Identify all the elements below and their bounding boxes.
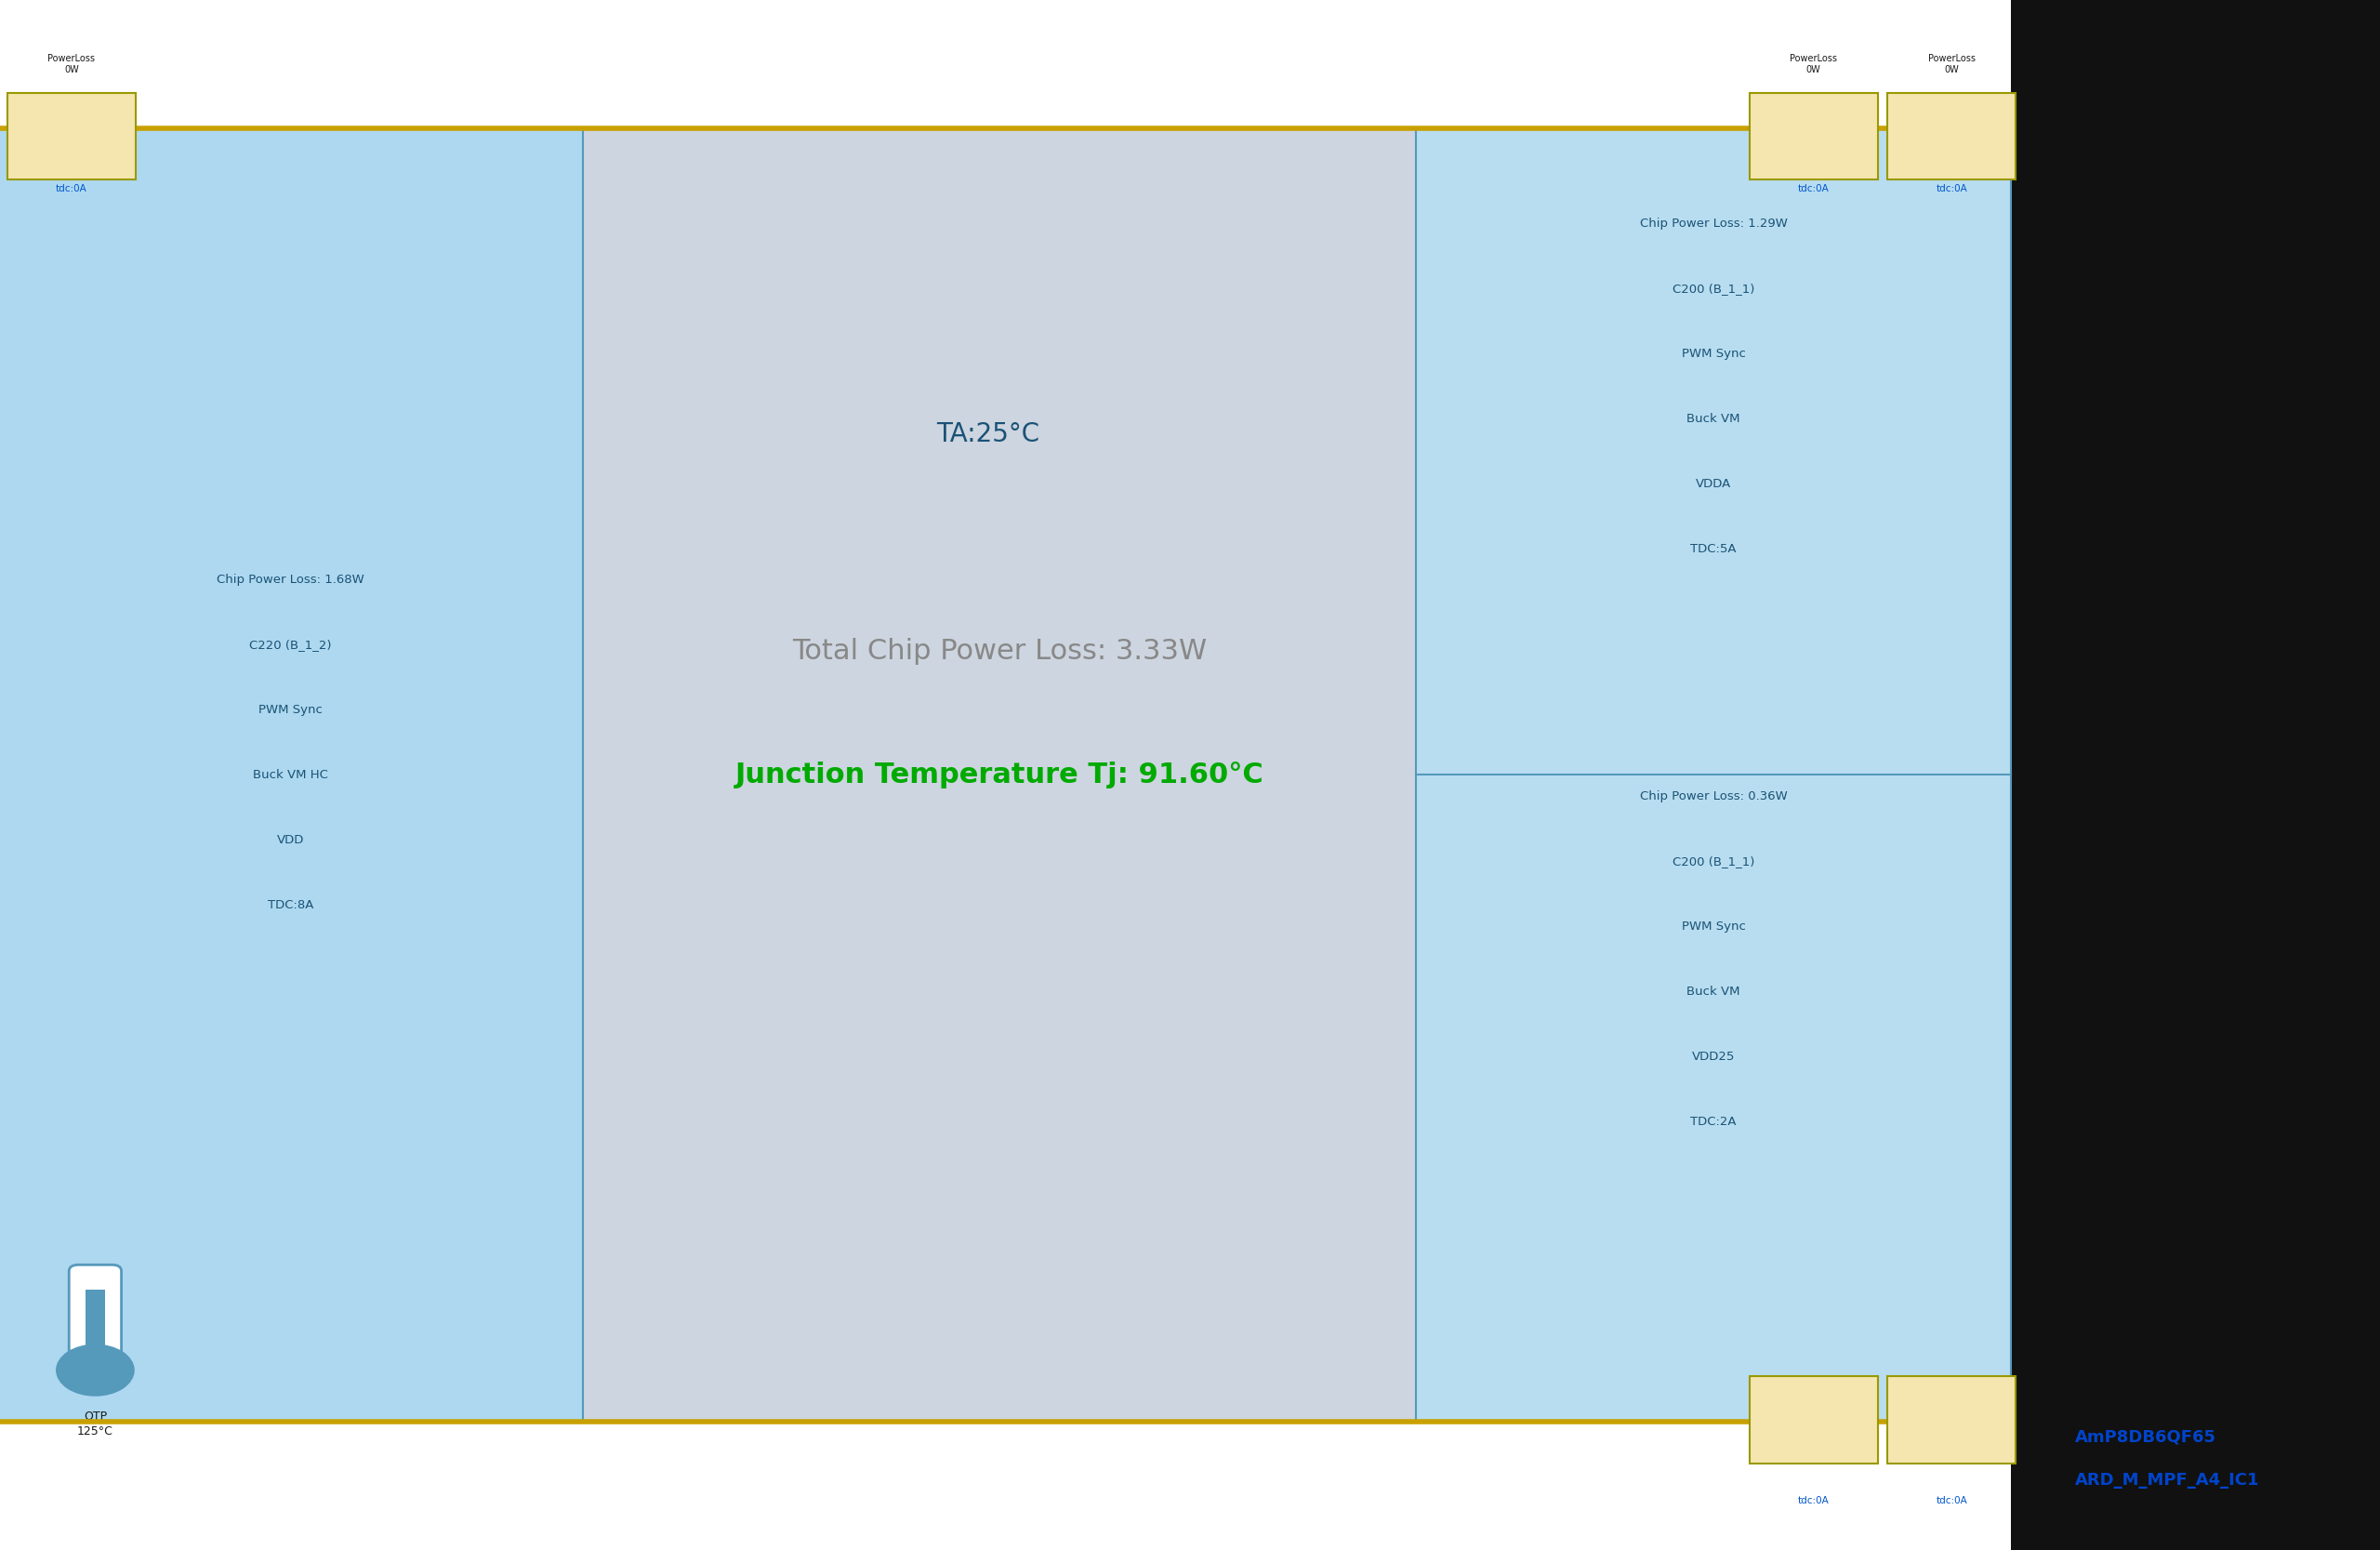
Text: TA:25°C: TA:25°C [935, 422, 1040, 446]
Text: PWM Sync: PWM Sync [259, 704, 321, 716]
Text: tdc:0A: tdc:0A [55, 184, 88, 194]
Text: ARD_M_MPF_A4_IC1: ARD_M_MPF_A4_IC1 [2075, 1472, 2261, 1488]
FancyBboxPatch shape [7, 93, 136, 180]
Text: C220 (B_1_2): C220 (B_1_2) [250, 639, 331, 651]
Text: PowerLoss
0W: PowerLoss 0W [1928, 54, 1975, 74]
Bar [2011, 0, 2380, 1550]
Text: tdc:0A: tdc:0A [1797, 184, 1830, 194]
Text: LDOb
PROG
0.000V: LDOb PROG 0.000V [1935, 1404, 1968, 1435]
Bar [583, 129, 1416, 1421]
Text: PWM Sync: PWM Sync [1683, 921, 1745, 933]
Text: LDOa
PROG
0.000V: LDOa PROG 0.000V [1935, 121, 1968, 152]
Text: OTP
125°C: OTP 125°C [76, 1410, 114, 1437]
Text: Chip Power Loss: 0.36W: Chip Power Loss: 0.36W [1640, 790, 1787, 803]
Text: LDO
VDD
4.5V: LDO VDD 4.5V [60, 121, 83, 152]
Bar [0, 1421, 2011, 1550]
Text: VDD: VDD [276, 834, 305, 846]
Text: PowerLoss
0W: PowerLoss 0W [1790, 1404, 1837, 1424]
Text: tdc:0A: tdc:0A [1935, 184, 1968, 194]
Bar [1416, 129, 2011, 1421]
Text: Chip Power Loss: 1.68W: Chip Power Loss: 1.68W [217, 574, 364, 586]
Text: C200 (B_1_1): C200 (B_1_1) [1673, 856, 1754, 868]
Text: TDC:8A: TDC:8A [267, 899, 314, 911]
FancyBboxPatch shape [1749, 1376, 1878, 1463]
Text: VDD25: VDD25 [1692, 1051, 1735, 1063]
Text: Chip Power Loss: 1.29W: Chip Power Loss: 1.29W [1640, 217, 1787, 229]
Text: Buck VM HC: Buck VM HC [252, 769, 328, 781]
Text: PowerLoss
0W: PowerLoss 0W [1928, 1404, 1975, 1424]
Text: tdc:0A: tdc:0A [1935, 1496, 1968, 1505]
Text: tdc:0A: tdc:0A [1797, 1496, 1830, 1505]
Text: C200 (B_1_1): C200 (B_1_1) [1673, 282, 1754, 294]
FancyBboxPatch shape [69, 1265, 121, 1362]
FancyBboxPatch shape [1749, 93, 1878, 180]
Text: Junction Temperature Tj: 91.60°C: Junction Temperature Tj: 91.60°C [735, 761, 1264, 789]
Bar [0, 129, 2011, 1421]
Circle shape [57, 1345, 133, 1395]
Text: TDC:2A: TDC:2A [1690, 1116, 1737, 1128]
Text: Buck VM: Buck VM [1687, 986, 1740, 998]
FancyBboxPatch shape [1887, 1376, 2016, 1463]
Text: Buck VM: Buck VM [1687, 412, 1740, 425]
Text: Total Chip Power Loss: 3.33W: Total Chip Power Loss: 3.33W [793, 637, 1207, 665]
FancyBboxPatch shape [1887, 93, 2016, 180]
Text: AmP8DB6QF65: AmP8DB6QF65 [2075, 1429, 2216, 1445]
Text: TDC:5A: TDC:5A [1690, 542, 1737, 555]
Text: PowerLoss
0W: PowerLoss 0W [48, 54, 95, 74]
Bar [0, 129, 583, 1421]
Text: PowerLoss
0W: PowerLoss 0W [1790, 54, 1837, 74]
Text: PWM Sync: PWM Sync [1683, 347, 1745, 360]
Bar [86, 1290, 105, 1352]
Text: LDO
3V3
3.3V: LDO 3V3 3.3V [1802, 1404, 1825, 1435]
Bar [0, 0, 2011, 129]
Text: VDDA: VDDA [1697, 477, 1730, 490]
Text: LDO
VCC
1.2V: LDO VCC 1.2V [1802, 121, 1825, 152]
